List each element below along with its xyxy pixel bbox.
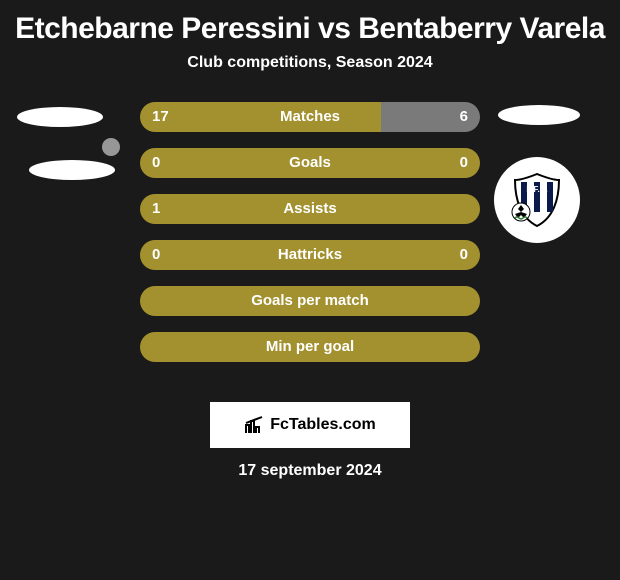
- stat-value-left: 17: [152, 102, 169, 132]
- stat-label: Matches: [140, 102, 480, 132]
- stat-value-right: 0: [460, 240, 468, 270]
- subtitle: Club competitions, Season 2024: [0, 54, 620, 72]
- comparison-area: L.F.C. Matches176Goals00Assists1Hattrick…: [0, 102, 620, 402]
- stat-value-left: 1: [152, 194, 160, 224]
- chart-icon: [244, 415, 264, 435]
- stat-label: Goals: [140, 148, 480, 178]
- player1-avatar-placeholder: [17, 107, 103, 127]
- stat-value-right: 0: [460, 148, 468, 178]
- stat-row-assists: Assists1: [140, 194, 480, 224]
- stat-row-min-per-goal: Min per goal: [140, 332, 480, 362]
- stat-row-goals: Goals0 0: [140, 148, 480, 178]
- stat-bars: Matches176Goals00Assists1Hattricks00Goal…: [140, 102, 480, 378]
- player2-club-logo: L.F.C.: [494, 157, 580, 243]
- svg-text:L.F.C.: L.F.C.: [526, 185, 547, 194]
- stat-label: Min per goal: [140, 332, 480, 362]
- stat-row-matches: Matches17 6: [140, 102, 480, 132]
- brand-badge: FcTables.com: [210, 402, 410, 448]
- stat-value-right: 6: [460, 102, 468, 132]
- stat-label: Hattricks: [140, 240, 480, 270]
- brand-text: FcTables.com: [270, 416, 376, 434]
- stat-row-goals-per-match: Goals per match: [140, 286, 480, 316]
- stat-value-left: 0: [152, 240, 160, 270]
- stat-value-left: 0: [152, 148, 160, 178]
- stat-label: Goals per match: [140, 286, 480, 316]
- settings-icon: [102, 138, 120, 156]
- player2-avatar-placeholder: [498, 105, 580, 125]
- stat-label: Assists: [140, 194, 480, 224]
- page-title: Etchebarne Peressini vs Bentaberry Varel…: [0, 0, 620, 54]
- stat-row-hattricks: Hattricks0 0: [140, 240, 480, 270]
- footer-date: 17 september 2024: [0, 462, 620, 480]
- player1-club-placeholder: [29, 160, 115, 180]
